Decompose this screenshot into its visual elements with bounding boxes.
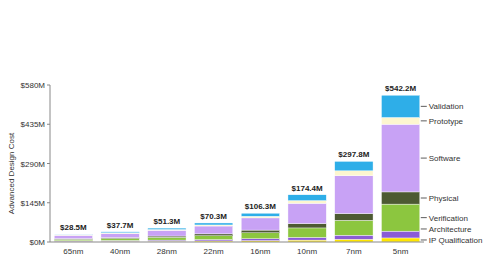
bar-segment	[241, 230, 279, 233]
bar-segment	[101, 239, 139, 241]
bar-segment	[148, 228, 186, 229]
chart: $0M $145M $290M $435M $580M Advanced Design C…	[0, 0, 500, 260]
legend-label: Validation	[429, 102, 464, 111]
bar-segment	[101, 232, 139, 233]
legend-tick	[421, 217, 427, 218]
legend-label: Prototype	[429, 117, 464, 126]
bar-segment	[288, 203, 326, 223]
legend-label: Software	[429, 154, 461, 163]
bar-segment	[335, 161, 373, 170]
legend-tick	[421, 120, 427, 121]
x-tick-label: 22nm	[204, 247, 224, 256]
total-label: $37.7M	[107, 221, 134, 230]
bar-segment	[288, 224, 326, 228]
y-axis-label: Advanced Design Cost	[7, 132, 16, 214]
bar-segment	[335, 220, 373, 235]
legend-tick	[421, 198, 427, 199]
bar-segment	[335, 214, 373, 221]
bar-segment	[381, 238, 419, 242]
bar-segment	[194, 234, 232, 236]
bar-segment	[381, 117, 419, 124]
x-tick-label: 16nm	[250, 247, 270, 256]
bar-segment	[241, 213, 279, 216]
bar-segment	[381, 124, 419, 192]
legend-label: IP Qualification	[429, 236, 483, 245]
bar-segment	[54, 235, 92, 238]
x-tick-label: 5nm	[393, 247, 409, 256]
y-tick-label: $0M	[29, 238, 45, 247]
bar-segment	[335, 176, 373, 214]
bar-segment	[241, 218, 279, 230]
bar-segment	[194, 240, 232, 241]
bar-segment	[241, 216, 279, 218]
legend-label: Architecture	[429, 225, 472, 234]
legend-tick	[421, 158, 427, 159]
bar-segment	[148, 229, 186, 231]
bar-segment	[288, 195, 326, 201]
bar-segment	[54, 234, 92, 236]
bar-segment	[101, 232, 139, 234]
y-tick-label: $145M	[21, 199, 46, 208]
x-axis	[50, 242, 424, 243]
x-tick-label: 28nm	[157, 247, 177, 256]
legend-label: Verification	[429, 214, 468, 223]
bar-segment	[381, 192, 419, 204]
bar-segment	[101, 233, 139, 237]
bar-segment	[381, 95, 419, 117]
x-tick-label: 7nm	[346, 247, 362, 256]
y-tick-label: $290M	[21, 160, 46, 169]
total-label: $174.4M	[292, 184, 323, 193]
bar-segment	[54, 234, 92, 236]
bar-segment	[288, 237, 326, 240]
bar-segment	[381, 204, 419, 231]
y-tick-label: $435M	[21, 120, 46, 129]
x-tick-label: 40nm	[110, 247, 130, 256]
bar-segment	[148, 230, 186, 236]
bar-segment	[241, 233, 279, 239]
bar-segment	[381, 231, 419, 238]
x-tick-label: 10nm	[297, 247, 317, 256]
x-tick-label: 65nm	[63, 247, 83, 256]
bar-segment	[288, 228, 326, 237]
total-label: $106.3M	[245, 202, 276, 211]
total-label: $297.8M	[338, 150, 369, 159]
legend-tick	[421, 228, 427, 229]
total-label: $542.2M	[385, 84, 416, 93]
bar-segment	[194, 236, 232, 240]
legend-label: Physical	[429, 194, 459, 203]
total-label: $51.3M	[154, 217, 181, 226]
bar-segment	[288, 201, 326, 204]
legend-tick	[421, 239, 427, 240]
y-axis	[50, 85, 51, 242]
total-label: $70.3M	[200, 212, 227, 221]
bar-segment	[148, 236, 186, 237]
bar-segment	[335, 171, 373, 176]
legend-tick	[421, 106, 427, 107]
bar-segment	[194, 226, 232, 234]
total-label: $28.5M	[60, 223, 87, 232]
bar-segment	[194, 223, 232, 225]
bar-segment	[241, 239, 279, 241]
y-tick-label: $580M	[21, 81, 46, 90]
bars	[54, 95, 420, 242]
bar-segment	[54, 239, 92, 240]
bar-segment	[148, 237, 186, 240]
bar-segment	[335, 235, 373, 239]
